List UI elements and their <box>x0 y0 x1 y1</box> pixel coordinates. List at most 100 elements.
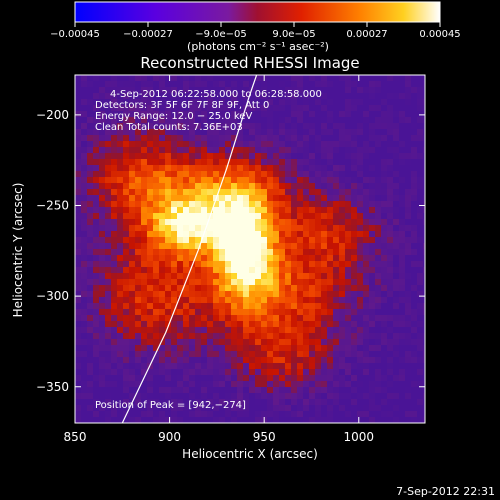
heatmap-cell <box>219 111 226 118</box>
heatmap-cell <box>381 93 388 100</box>
heatmap-cell <box>189 123 196 130</box>
heatmap-cell <box>405 153 412 160</box>
heatmap-cell <box>141 207 148 214</box>
heatmap-cell <box>189 249 196 256</box>
heatmap-cell <box>195 321 202 328</box>
heatmap-cell <box>213 177 220 184</box>
heatmap-cell <box>93 321 100 328</box>
heatmap-cell <box>381 213 388 220</box>
heatmap-cell <box>333 369 340 376</box>
heatmap-cell <box>129 285 136 292</box>
heatmap-cell <box>411 105 418 112</box>
heatmap-cell <box>393 249 400 256</box>
heatmap-cell <box>345 411 352 418</box>
heatmap-cell <box>171 141 178 148</box>
heatmap-cell <box>105 165 112 172</box>
heatmap-cell <box>345 309 352 316</box>
heatmap-cell <box>93 255 100 262</box>
heatmap-cell <box>381 171 388 178</box>
heatmap-cell <box>195 75 202 82</box>
heatmap-cell <box>297 327 304 334</box>
heatmap-cell <box>315 267 322 274</box>
heatmap-cell <box>393 321 400 328</box>
heatmap-cell <box>153 99 160 106</box>
heatmap-cell <box>273 315 280 322</box>
heatmap-cell <box>87 327 94 334</box>
heatmap-cell <box>201 351 208 358</box>
heatmap-cell <box>381 333 388 340</box>
heatmap-cell <box>285 105 292 112</box>
heatmap-cell <box>375 381 382 388</box>
heatmap-cell <box>249 327 256 334</box>
heatmap-cell <box>177 303 184 310</box>
heatmap-cell <box>279 111 286 118</box>
heatmap-cell <box>165 285 172 292</box>
heatmap-cell <box>285 75 292 82</box>
heatmap-cell <box>327 291 334 298</box>
heatmap-cell <box>321 93 328 100</box>
heatmap-cell <box>123 333 130 340</box>
heatmap-cell <box>201 105 208 112</box>
heatmap-cell <box>363 177 370 184</box>
heatmap-cell <box>267 351 274 358</box>
heatmap-cell <box>189 219 196 226</box>
heatmap-cell <box>123 309 130 316</box>
heatmap-cell <box>393 291 400 298</box>
heatmap-cell <box>111 399 118 406</box>
heatmap-cell <box>273 201 280 208</box>
heatmap-cell <box>363 339 370 346</box>
heatmap-cell <box>411 387 418 394</box>
heatmap-cell <box>201 333 208 340</box>
heatmap-cell <box>399 261 406 268</box>
heatmap-cell <box>225 243 232 250</box>
heatmap-cell <box>363 345 370 352</box>
heatmap-cell <box>189 117 196 124</box>
heatmap-cell <box>369 243 376 250</box>
heatmap-cell <box>291 315 298 322</box>
heatmap-cell <box>297 387 304 394</box>
heatmap-cell <box>189 381 196 388</box>
heatmap-cell <box>165 357 172 364</box>
heatmap-cell <box>105 351 112 358</box>
heatmap-cell <box>351 87 358 94</box>
heatmap-cell <box>117 201 124 208</box>
heatmap-cell <box>255 273 262 280</box>
heatmap-cell <box>399 387 406 394</box>
heatmap-cell <box>87 135 94 142</box>
heatmap-cell <box>303 99 310 106</box>
heatmap-cell <box>273 213 280 220</box>
heatmap-cell <box>267 375 274 382</box>
heatmap-cell <box>285 315 292 322</box>
heatmap-cell <box>267 171 274 178</box>
heatmap-cell <box>333 201 340 208</box>
heatmap-cell <box>375 411 382 418</box>
heatmap-cell <box>417 363 424 370</box>
heatmap-cell <box>255 75 262 82</box>
heatmap-cell <box>309 399 316 406</box>
heatmap-cell <box>135 393 142 400</box>
heatmap-cell <box>417 129 424 136</box>
heatmap-cell <box>171 351 178 358</box>
heatmap-cell <box>105 279 112 286</box>
heatmap-cell <box>117 279 124 286</box>
heatmap-cell <box>99 345 106 352</box>
heatmap-cell <box>81 237 88 244</box>
heatmap-cell <box>267 201 274 208</box>
heatmap-cell <box>243 165 250 172</box>
heatmap-cell <box>321 345 328 352</box>
heatmap-cell <box>153 393 160 400</box>
heatmap-cell <box>279 189 286 196</box>
heatmap-cell <box>363 147 370 154</box>
heatmap-cell <box>327 387 334 394</box>
heatmap-cell <box>249 297 256 304</box>
heatmap-cell <box>147 231 154 238</box>
heatmap-cell <box>351 297 358 304</box>
heatmap-cell <box>177 111 184 118</box>
heatmap-cell <box>93 147 100 154</box>
heatmap-cell <box>81 399 88 406</box>
heatmap-cell <box>255 165 262 172</box>
heatmap-cell <box>393 267 400 274</box>
heatmap-cell <box>255 135 262 142</box>
heatmap-cell <box>399 75 406 82</box>
heatmap-cell <box>315 159 322 166</box>
